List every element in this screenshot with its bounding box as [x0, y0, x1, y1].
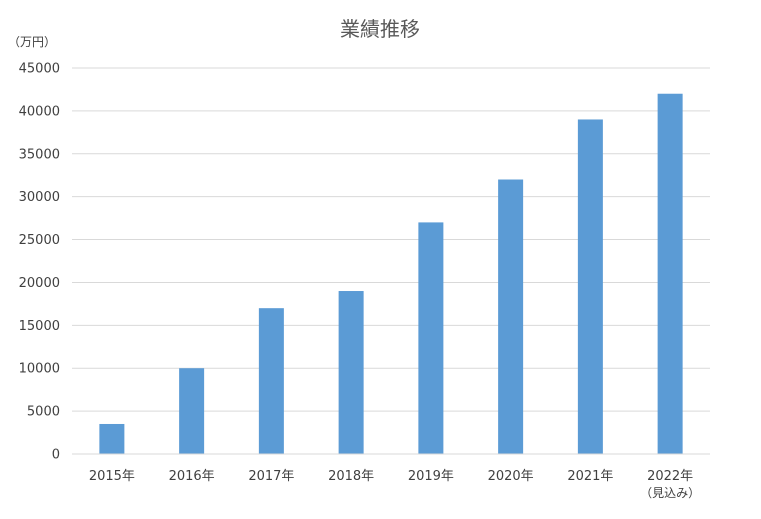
bars — [99, 93, 683, 454]
bar — [577, 119, 603, 454]
y-tick-label: 45000 — [19, 62, 60, 77]
y-tick-label: 15000 — [19, 319, 60, 334]
y-tick-label: 35000 — [19, 147, 60, 162]
x-tick-label: 2017年 — [248, 469, 294, 484]
y-tick-label: 30000 — [19, 190, 60, 205]
x-tick-label: 2016年 — [169, 469, 215, 484]
x-tick-label: 2018年 — [328, 469, 374, 484]
bar — [258, 308, 284, 454]
x-tick-label: 2022年 — [647, 469, 693, 484]
x-tick-label: 2015年 — [89, 469, 135, 484]
x-tick-label: 2021年 — [567, 469, 613, 484]
chart-title: 業績推移 — [340, 17, 420, 41]
y-tick-label: 0 — [52, 448, 60, 463]
y-axis-unit-label: （万円） — [8, 35, 56, 49]
bar — [99, 423, 125, 454]
gridlines — [72, 67, 710, 455]
y-tick-label: 25000 — [19, 233, 60, 248]
y-tick-label: 10000 — [19, 362, 60, 377]
bar — [179, 368, 205, 454]
y-axis-ticks: 0 5000 10000 15000 20000 25000 30000 35000 40000… — [19, 62, 60, 463]
y-tick-label: 5000 — [27, 405, 60, 420]
x-tick-label: 2019年 — [408, 469, 454, 484]
bar — [418, 222, 444, 454]
bar — [498, 179, 524, 454]
x-tick-note: （見込み） — [640, 486, 700, 500]
x-tick-label: 2020年 — [488, 469, 534, 484]
y-tick-label: 40000 — [19, 104, 60, 119]
y-tick-label: 20000 — [19, 276, 60, 291]
bar — [657, 93, 683, 454]
x-axis-ticks: 2015年 2016年 2017年 2018年 2019年 2020年 2021年 2022年… — [72, 453, 710, 500]
bar — [338, 291, 364, 454]
